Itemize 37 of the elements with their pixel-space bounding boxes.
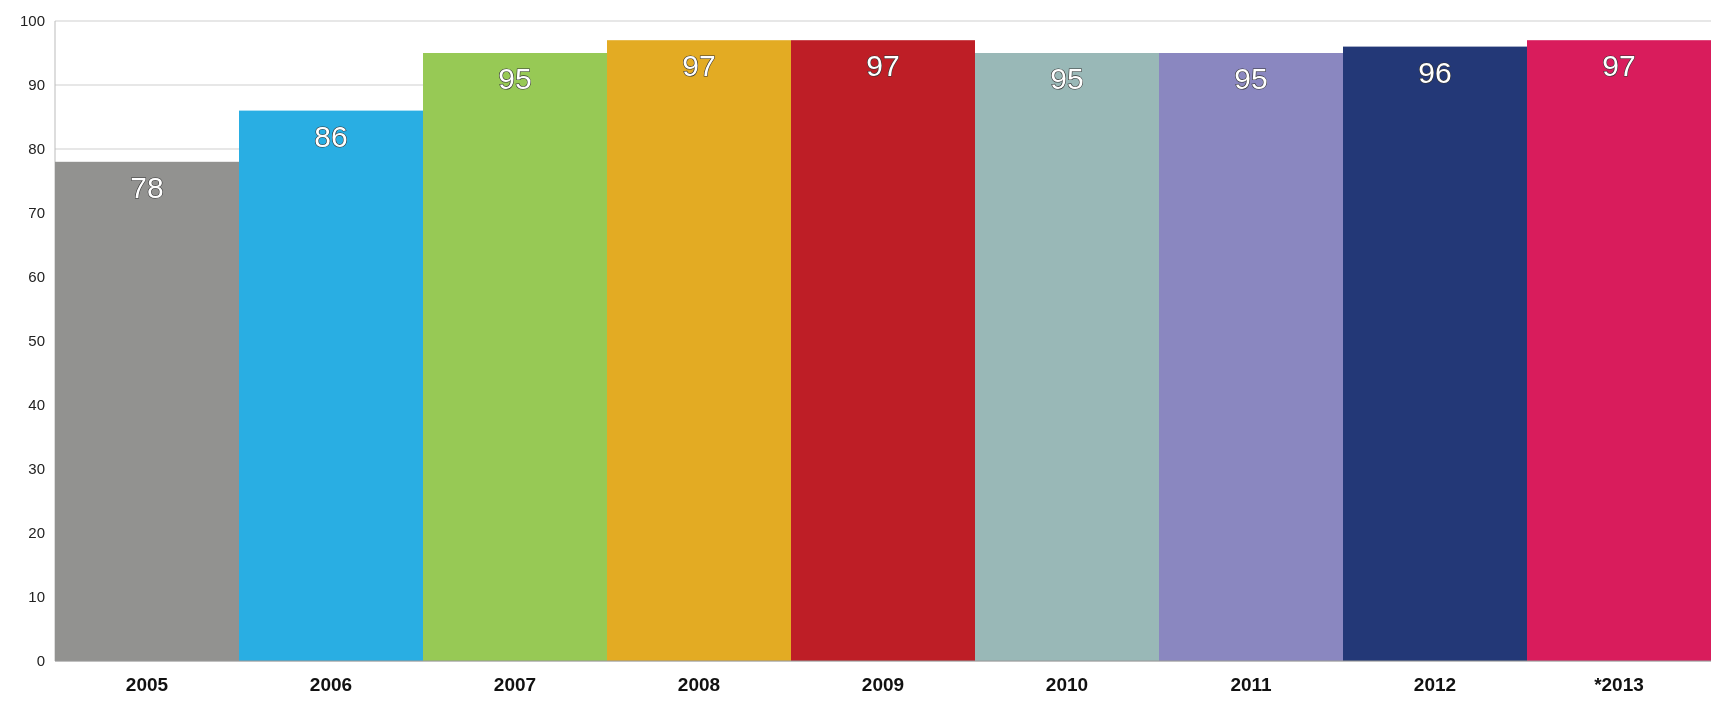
bar (423, 53, 607, 661)
y-tick-label: 80 (28, 140, 45, 158)
bar (1343, 46, 1527, 661)
bar (1527, 40, 1711, 661)
x-tick-label: 2007 (493, 674, 537, 695)
y-tick-label: 90 (28, 76, 45, 94)
y-tick-label: 0 (36, 652, 45, 670)
data-label: 86 (314, 119, 348, 153)
x-tick-label: 2008 (677, 674, 721, 695)
bar (607, 40, 791, 661)
data-label: 78 (130, 170, 164, 204)
x-tick-label: 2006 (309, 674, 353, 695)
y-tick-label: 60 (28, 268, 45, 286)
y-tick-label: 70 (28, 204, 45, 222)
data-label: 97 (866, 49, 900, 83)
x-tick-label: 2005 (125, 674, 169, 695)
x-tick-label: 2011 (1230, 674, 1273, 695)
x-tick-label: *2013 (1594, 674, 1644, 695)
y-tick-label: 50 (28, 332, 45, 350)
y-tick-label: 40 (28, 396, 45, 414)
bar (1159, 53, 1343, 661)
data-label: 95 (1234, 62, 1268, 95)
data-label: 95 (498, 62, 532, 95)
y-tick-label: 30 (28, 460, 45, 478)
y-tick-label: 10 (28, 588, 45, 606)
y-tick-label: 100 (19, 12, 45, 30)
x-tick-label: 2010 (1045, 674, 1089, 695)
bar (239, 110, 423, 661)
data-label: 97 (682, 49, 716, 83)
data-label: 97 (1602, 49, 1636, 83)
x-tick-label: 2009 (861, 674, 905, 695)
data-label: 95 (1050, 62, 1084, 95)
bar (975, 53, 1159, 661)
data-label: 96 (1418, 55, 1452, 89)
x-tick-label: 2012 (1413, 674, 1457, 695)
bar (791, 40, 975, 661)
y-tick-label: 20 (28, 524, 45, 542)
